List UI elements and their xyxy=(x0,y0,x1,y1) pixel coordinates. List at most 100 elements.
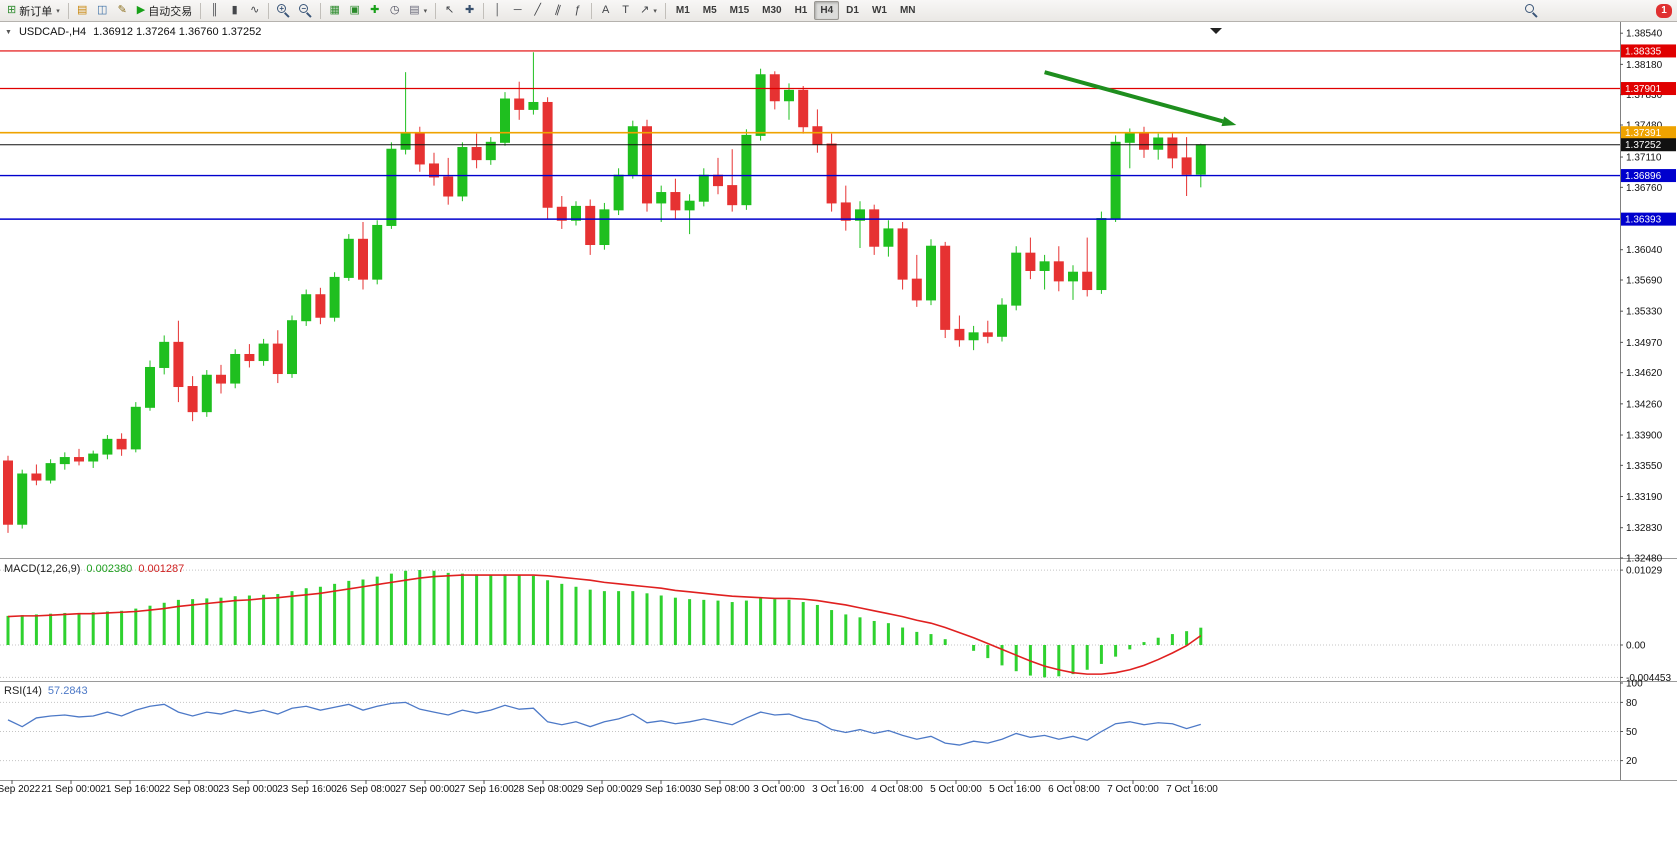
rsi-name: RSI(14) xyxy=(4,685,42,697)
crosshair-button[interactable]: ✚ xyxy=(460,1,479,20)
rsi-label: RSI(14) 57.2843 xyxy=(4,685,88,697)
search-button[interactable] xyxy=(1521,1,1542,20)
price-badge-1.37391: 1.37391 xyxy=(1621,126,1676,140)
channel-button[interactable]: ∥ xyxy=(548,1,567,20)
svg-text:1.37391: 1.37391 xyxy=(1625,128,1662,139)
cascade-windows-button[interactable]: ▣ xyxy=(345,1,364,20)
toolbar-separator xyxy=(200,2,202,19)
svg-text:0.01029: 0.01029 xyxy=(1626,566,1663,577)
svg-text:1.36393: 1.36393 xyxy=(1625,215,1662,226)
toolbar-separator xyxy=(67,2,69,19)
tile-windows-button[interactable]: ▦ xyxy=(325,1,344,20)
arrow-objects-icon: ↗ xyxy=(640,4,650,16)
zoom-out-icon: − xyxy=(299,4,312,18)
svg-text:1.37901: 1.37901 xyxy=(1625,84,1662,95)
svg-text:1.34970: 1.34970 xyxy=(1626,338,1663,349)
macd-label: MACD(12,26,9) 0.002380 0.001287 xyxy=(4,563,184,575)
timeframe-h1-button[interactable]: H1 xyxy=(789,1,814,20)
timeframe-h4-button[interactable]: H4 xyxy=(814,1,840,20)
svg-text:3 Oct 16:00: 3 Oct 16:00 xyxy=(812,784,864,795)
cursor-arrow-icon: ↖ xyxy=(445,4,455,16)
crosshair-icon: ✚ xyxy=(465,4,475,16)
price-scale[interactable]: 1.38540 1.38180 1.37830 1.37480 1.37110 1.367… xyxy=(1620,22,1676,780)
svg-text:0.00: 0.00 xyxy=(1626,641,1646,652)
svg-text:1.34620: 1.34620 xyxy=(1626,368,1663,379)
chart-shift-marker[interactable] xyxy=(1210,28,1222,34)
metaeditor-button[interactable]: ✎ xyxy=(113,1,132,20)
zoom-in-icon: + xyxy=(277,4,290,18)
candlestick-chart-button[interactable]: ▮ xyxy=(225,1,244,20)
svg-text:23 Sep 00:00: 23 Sep 00:00 xyxy=(218,784,278,795)
svg-text:1.37252: 1.37252 xyxy=(1625,140,1662,151)
cascade-windows-icon: ▣ xyxy=(349,4,360,16)
svg-text:1.35690: 1.35690 xyxy=(1626,276,1663,287)
svg-text:1.36896: 1.36896 xyxy=(1625,171,1662,182)
svg-text:1.38180: 1.38180 xyxy=(1626,60,1663,71)
new-order-button-label: 新订单 xyxy=(19,5,53,18)
new-order-button[interactable]: ⊞ 新订单 ▾ xyxy=(3,1,64,20)
svg-text:1.33190: 1.33190 xyxy=(1626,492,1663,503)
autotrading-button-label: 自动交易 xyxy=(148,5,193,18)
svg-text:21 Sep 16:00: 21 Sep 16:00 xyxy=(100,784,160,795)
price-badge-1.37252: 1.37252 xyxy=(1621,138,1676,152)
timeframe-d1-button[interactable]: D1 xyxy=(840,1,865,20)
zoom-in-button[interactable]: + xyxy=(273,1,294,20)
vertical-line-button[interactable]: │ xyxy=(488,1,507,20)
periods-button[interactable]: ◷ xyxy=(385,1,404,20)
autotrading-play-icon: ▶ xyxy=(136,4,146,16)
bar-chart-button[interactable]: ║ xyxy=(205,1,224,20)
svg-text:30 Sep 08:00: 30 Sep 08:00 xyxy=(690,784,750,795)
arrows-button[interactable]: ↗ ▾ xyxy=(636,1,661,20)
svg-text:20: 20 xyxy=(1626,756,1638,767)
toolbar-separator xyxy=(435,2,437,19)
cursor-button[interactable]: ↖ xyxy=(440,1,459,20)
candlestick-icon: ▮ xyxy=(231,4,238,16)
timeframe-m30-button[interactable]: M30 xyxy=(756,1,787,20)
bar-chart-icon: ║ xyxy=(210,4,219,16)
toolbar-separator xyxy=(268,2,270,19)
price-badge-1.36393: 1.36393 xyxy=(1621,212,1676,226)
text-button[interactable]: A xyxy=(596,1,615,20)
caret-down-icon: ▾ xyxy=(56,7,60,15)
horizontal-line-button[interactable]: ─ xyxy=(508,1,527,20)
fibonacci-button[interactable]: ƒ xyxy=(568,1,587,20)
autotrading-button[interactable]: ▶ 自动交易 xyxy=(133,1,196,20)
svg-text:27 Sep 00:00: 27 Sep 00:00 xyxy=(395,784,455,795)
svg-text:1.36040: 1.36040 xyxy=(1626,245,1663,256)
svg-text:26 Sep 08:00: 26 Sep 08:00 xyxy=(336,784,396,795)
chart-ohlc: 1.36912 1.37264 1.36760 1.37252 xyxy=(93,26,262,38)
new-chart-button[interactable]: ▤ xyxy=(73,1,92,20)
timeframe-w1-button[interactable]: W1 xyxy=(866,1,893,20)
svg-text:5 Oct 00:00: 5 Oct 00:00 xyxy=(930,784,982,795)
new-chart-icon: ▤ xyxy=(77,4,88,16)
timeframe-mn-button[interactable]: MN xyxy=(894,1,922,20)
trendline-icon: ╱ xyxy=(534,4,541,16)
caret-down-icon: ▾ xyxy=(423,7,428,15)
zoom-out-button[interactable]: − xyxy=(295,1,316,20)
svg-text:1.33900: 1.33900 xyxy=(1626,431,1663,442)
price-badge-1.36896: 1.36896 xyxy=(1621,169,1676,183)
one-click-trading-toggle[interactable]: ▼ xyxy=(5,28,12,36)
profiles-icon: ◫ xyxy=(97,4,108,16)
timeframe-m5-button[interactable]: M5 xyxy=(697,1,723,20)
indicators-button[interactable]: ✚ xyxy=(365,1,384,20)
timeframe-m1-button[interactable]: M1 xyxy=(670,1,696,20)
svg-text:80: 80 xyxy=(1626,698,1638,709)
line-chart-button[interactable]: ∿ xyxy=(245,1,264,20)
timeframe-m15-button[interactable]: M15 xyxy=(724,1,755,20)
candlestick-series xyxy=(3,52,1206,533)
macd-name: MACD(12,26,9) xyxy=(4,563,81,575)
channel-icon: ∥ xyxy=(553,3,563,17)
trendline-button[interactable]: ╱ xyxy=(528,1,547,20)
svg-text:-0.004453: -0.004453 xyxy=(1626,673,1671,684)
macd-value: 0.002380 xyxy=(86,563,133,575)
label-button[interactable]: T xyxy=(616,1,635,20)
svg-text:29 Sep 16:00: 29 Sep 16:00 xyxy=(631,784,691,795)
trend-arrow-annotation[interactable] xyxy=(1044,70,1237,127)
templates-button[interactable]: ▤ ▾ xyxy=(405,1,431,20)
notification-badge[interactable]: 1 xyxy=(1656,3,1672,18)
profiles-button[interactable]: ◫ xyxy=(93,1,112,20)
chart-canvas[interactable]: 1.38540 1.38180 1.37830 1.37480 1.37110 1.367… xyxy=(0,22,1677,852)
